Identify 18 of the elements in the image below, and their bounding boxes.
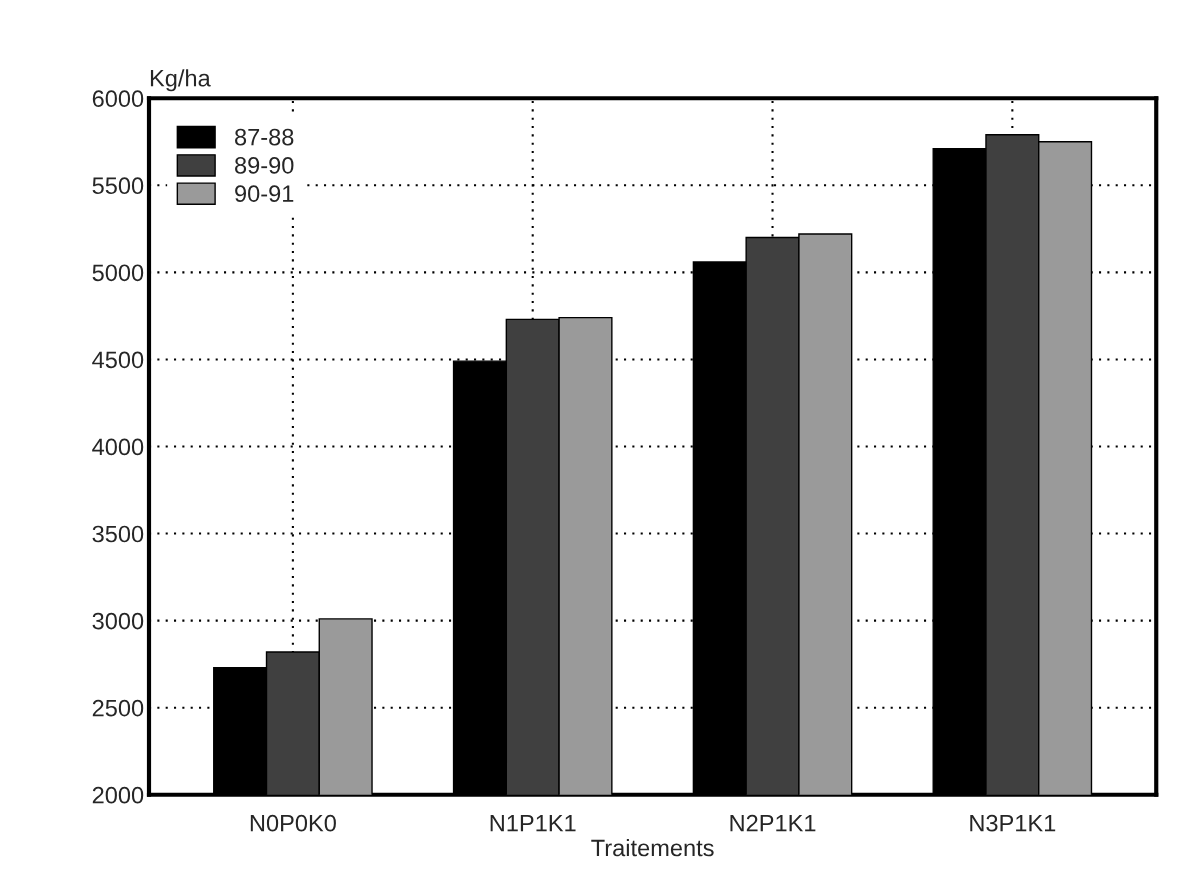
legend-label: 87-88 (235, 128, 294, 146)
y-tick-label: 3500 (92, 525, 144, 543)
x-tick-label: N0P0K0 (250, 814, 336, 832)
legend-label: 89-90 (235, 157, 294, 174)
y-tick-label: 5500 (92, 177, 144, 195)
legend-label: 90-91 (235, 185, 294, 202)
y-tick-label: 2500 (92, 699, 144, 717)
y-tick-label: 3000 (92, 612, 144, 630)
x-tick-label: N1P1K1 (490, 815, 576, 832)
x-tick-label: N3P1K1 (970, 814, 1056, 832)
y-tick-label: 6000 (92, 90, 144, 108)
y-tick-label: 4000 (92, 438, 144, 456)
x-tick-label: N2P1K1 (730, 814, 816, 832)
y-tick-label: 5000 (92, 264, 144, 282)
y-axis-title: Kg/ha (150, 69, 211, 92)
x-axis-title: Traitements (591, 839, 714, 857)
y-tick-label: 2000 (92, 786, 144, 804)
y-tick-label: 4500 (92, 351, 144, 369)
